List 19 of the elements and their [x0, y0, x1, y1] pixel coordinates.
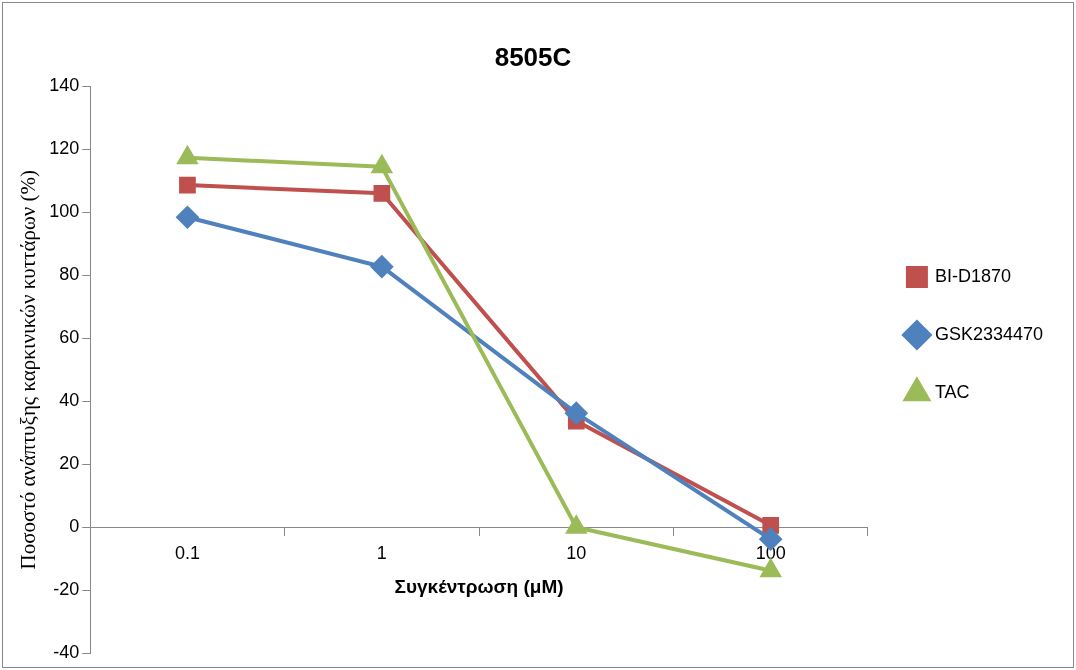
chart-title: 8505C	[494, 41, 572, 72]
y-tick-label: 140	[49, 75, 80, 96]
y-tick-label: 80	[59, 264, 80, 285]
x-tick-label: 10	[566, 542, 587, 563]
legend-label: BI-D1870	[934, 265, 1011, 286]
legend-label: GSK2334470	[934, 323, 1044, 344]
y-tick-label: 60	[59, 327, 80, 348]
x-tick-label: 1	[376, 542, 387, 563]
x-tick-label: 0.1	[174, 542, 200, 563]
y-tick-label: -20	[53, 579, 80, 600]
y-tick-label: -40	[53, 642, 80, 663]
y-axis-title: Ποσοστό ανάπτυξης καρκινικών κυττάρων (%)	[16, 169, 41, 570]
y-tick-label: 100	[49, 201, 80, 222]
y-tick-label: 40	[59, 390, 80, 411]
x-axis-title: Συγκέντρωση (μΜ)	[394, 576, 564, 598]
legend-label: TAC	[934, 381, 970, 402]
y-tick-label: 0	[69, 516, 80, 537]
y-tick-label: 120	[49, 138, 80, 159]
y-tick-label: 20	[59, 453, 80, 474]
